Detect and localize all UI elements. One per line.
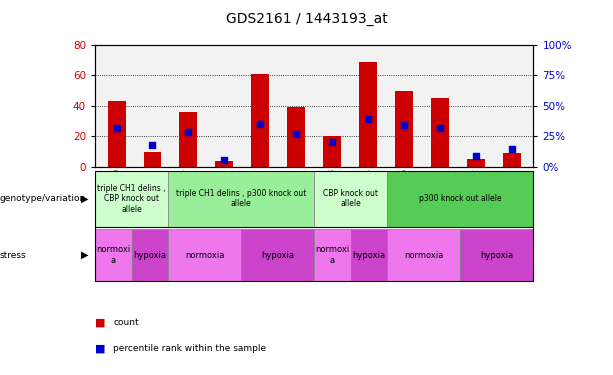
Bar <box>503 153 520 167</box>
Bar <box>287 108 305 167</box>
Text: percentile rank within the sample: percentile rank within the sample <box>113 344 267 353</box>
Point <box>507 146 517 152</box>
Point <box>471 153 481 159</box>
Text: stress: stress <box>0 251 26 260</box>
Text: hypoxia: hypoxia <box>133 251 166 260</box>
Bar <box>251 74 269 167</box>
Bar <box>215 161 234 167</box>
Text: hypoxia: hypoxia <box>352 251 386 260</box>
Bar <box>180 112 197 167</box>
Text: genotype/variation: genotype/variation <box>0 194 86 203</box>
Bar <box>359 62 377 167</box>
Bar <box>431 98 449 167</box>
Point <box>148 142 158 148</box>
Point <box>112 125 121 131</box>
Text: hypoxia: hypoxia <box>261 251 294 260</box>
Point <box>399 122 409 128</box>
Text: ▶: ▶ <box>82 250 89 260</box>
Point <box>291 131 301 137</box>
Point <box>435 125 445 131</box>
Point <box>327 140 337 146</box>
Text: ■: ■ <box>95 344 105 354</box>
Bar <box>467 159 485 167</box>
Text: ▶: ▶ <box>82 194 89 204</box>
Text: ■: ■ <box>95 318 105 327</box>
Text: hypoxia: hypoxia <box>480 251 513 260</box>
Text: normoxia: normoxia <box>185 251 224 260</box>
Bar <box>323 136 341 167</box>
Bar <box>395 91 413 167</box>
Text: triple CH1 delins ,
CBP knock out
allele: triple CH1 delins , CBP knock out allele <box>97 184 166 214</box>
Point <box>219 157 229 163</box>
Bar <box>108 101 126 167</box>
Text: CBP knock out
allele: CBP knock out allele <box>323 189 378 209</box>
Text: normoxia: normoxia <box>404 251 443 260</box>
Point <box>256 121 265 127</box>
Point <box>363 116 373 122</box>
Bar <box>143 152 161 167</box>
Text: normoxi
a: normoxi a <box>315 245 349 265</box>
Text: GDS2161 / 1443193_at: GDS2161 / 1443193_at <box>226 12 387 26</box>
Text: normoxi
a: normoxi a <box>96 245 131 265</box>
Text: count: count <box>113 318 139 327</box>
Text: p300 knock out allele: p300 knock out allele <box>419 194 501 203</box>
Text: triple CH1 delins , p300 knock out
allele: triple CH1 delins , p300 knock out allel… <box>176 189 306 209</box>
Point <box>183 129 193 135</box>
